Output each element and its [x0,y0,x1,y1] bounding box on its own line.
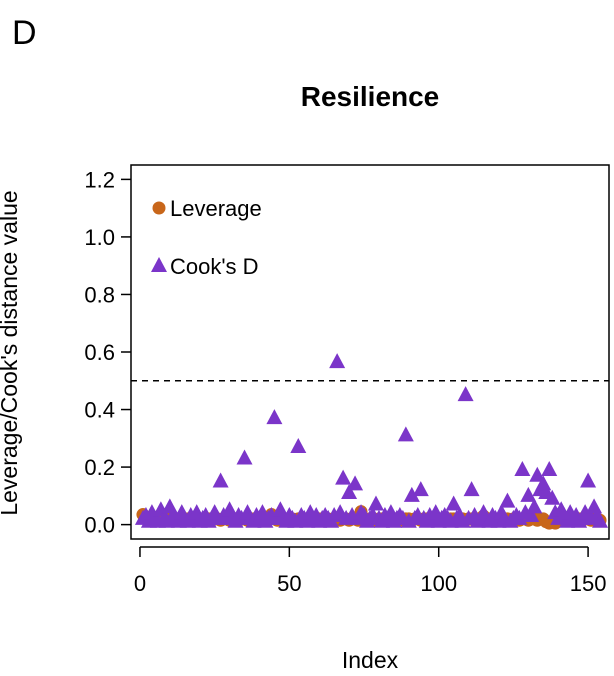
cooks-d-point [347,475,364,491]
cooks-d-point [544,489,561,505]
chart-title: Resilience [301,81,440,112]
y-tick-label: 0.4 [84,398,115,423]
cooks-d-point [236,449,253,465]
cooks-d-point [463,481,480,497]
y-tick-label: 0.8 [84,282,115,307]
cooks-d-point [499,492,516,508]
cooks-d-point [412,481,429,497]
cooks-d-point [457,386,474,402]
cooks-d-point [341,483,358,499]
panel-label: D [12,14,37,52]
y-tick-label: 0.6 [84,340,115,365]
cooks-d-point [541,460,558,476]
plot-frame [130,164,610,540]
cooks-d-point [212,472,229,488]
legend: Leverage Cook's D [151,196,262,279]
cooks-d-point [526,498,543,514]
x-axis: 0 50 100 150 [134,546,607,596]
cooks-d-point [586,498,603,514]
x-axis-label: Index [342,647,399,673]
y-tick-label: 0.0 [84,513,115,538]
x-tick-label: 150 [570,571,607,596]
x-tick-label: 50 [277,571,301,596]
legend-leverage-marker [152,201,166,215]
cooks-d-point [580,472,597,488]
cooks-d-point [520,486,537,502]
y-tick-label: 0.2 [84,455,115,480]
cooks-d-point [329,353,346,369]
x-tick-label: 100 [420,571,457,596]
cooks-d-point [266,409,283,425]
cooks-d-point [592,512,609,528]
y-tick-label: 1.2 [84,167,115,192]
cooks-d-points [134,353,609,528]
cooks-d-point [523,506,540,522]
cooks-d-point [445,495,462,511]
legend-cooks-marker [151,257,167,272]
cooks-d-point [397,426,414,442]
x-tick-label: 0 [134,571,146,596]
cooks-d-point [335,469,352,485]
y-tick-label: 1.0 [84,225,115,250]
legend-leverage-label: Leverage [170,196,262,221]
cooks-d-point [403,486,420,502]
cooks-d-point [529,466,546,482]
y-axis: 0.0 0.2 0.4 0.6 0.8 1.0 1.2 [84,167,131,538]
cooks-d-point [290,437,307,453]
legend-cooks-label: Cook's D [170,254,259,279]
y-axis-label: Leverage/Cook's distance value [0,190,22,515]
cooks-d-point [367,495,384,511]
cooks-d-point [514,460,531,476]
